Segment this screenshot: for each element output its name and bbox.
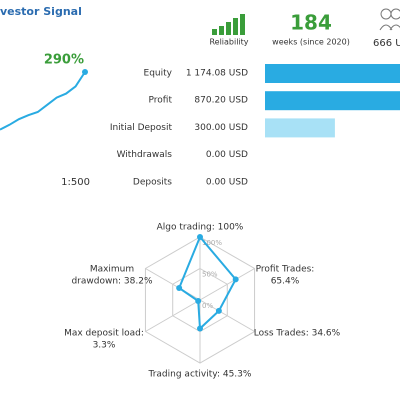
reliability-icon — [212, 14, 245, 35]
weeks: 184 — [290, 11, 332, 35]
radar-label: Max deposit load: — [64, 329, 144, 339]
radar-label: 65.4% — [271, 277, 300, 287]
radar-spoke — [199, 268, 255, 301]
radar-label: Algo trading: 100% — [157, 223, 244, 233]
stat-value: 870.20 USD — [194, 96, 248, 106]
stat-bar — [265, 118, 335, 138]
stat-label: Initial Deposit — [110, 123, 173, 133]
radar-tick-label: 0% — [202, 302, 213, 310]
weeks-label: weeks (since 2020) — [272, 38, 350, 47]
radar-tick-label: 100% — [202, 239, 222, 247]
signal-title: vestor Signal — [0, 5, 82, 18]
stat-bar — [265, 91, 400, 111]
growth-label: 290% — [44, 53, 84, 68]
radar-spoke — [145, 299, 201, 332]
radar-label: Maximum — [90, 265, 134, 275]
stat-bar — [265, 64, 400, 83]
radar-tick-label: 50% — [202, 271, 218, 279]
stat-label: Profit — [149, 96, 173, 106]
subscribers: 666 U — [373, 38, 400, 49]
reliability-label: Reliability — [209, 38, 248, 47]
stat-value: 0.00 USD — [206, 177, 248, 187]
stat-value: 300.00 USD — [194, 123, 248, 133]
stat-value: 0.00 USD — [206, 150, 248, 160]
radar-point — [215, 307, 222, 314]
radar-point — [232, 276, 239, 283]
radar-spoke — [145, 268, 201, 301]
radar-label: Trading activity: 45.3% — [148, 370, 252, 380]
growth-line — [0, 71, 86, 131]
stat-value: 1 174.08 USD — [186, 69, 248, 79]
stat-label: Withdrawals — [117, 150, 173, 160]
radar-point — [195, 298, 202, 305]
subscribers-icon — [379, 8, 400, 31]
radar-point — [197, 234, 203, 240]
stat-label: Deposits — [133, 177, 172, 187]
radar-spoke — [199, 299, 255, 332]
radar-label: Profit Trades: — [256, 265, 315, 275]
radar-label: Loss Trades: 34.6% — [254, 329, 341, 339]
stat-label: Equity — [144, 69, 173, 79]
radar-point — [176, 284, 183, 291]
leverage: 1:500 — [61, 177, 90, 188]
growth-end — [82, 69, 88, 75]
radar-label: 3.3% — [93, 341, 116, 351]
radar-label: drawdown: 38.2% — [71, 277, 153, 287]
radar-point — [197, 325, 203, 332]
